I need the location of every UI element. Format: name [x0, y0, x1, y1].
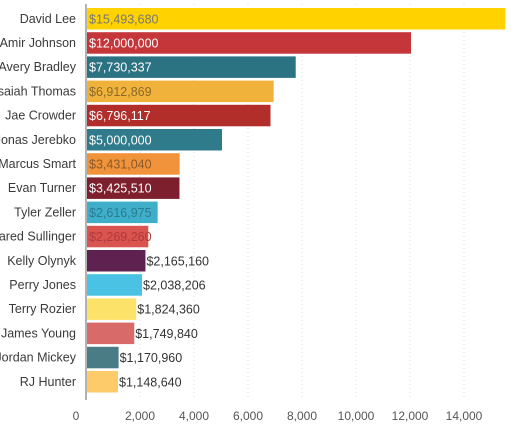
value-label: $12,000,000 [89, 36, 159, 50]
x-tick-label: 6,000 [233, 409, 263, 423]
x-tick-label: 14,000 [446, 409, 483, 423]
bar [87, 56, 296, 78]
bar [87, 274, 143, 296]
value-label: $2,038,206 [143, 278, 206, 292]
value-label: $6,912,869 [89, 85, 152, 99]
bar [87, 250, 146, 272]
bar [87, 129, 222, 151]
value-label: $1,824,360 [137, 303, 200, 317]
value-label: $7,730,337 [89, 61, 152, 75]
bar [87, 371, 119, 393]
category-label: Jae Crowder [5, 109, 76, 123]
value-label: $15,493,680 [89, 12, 159, 26]
category-label: Jonas Jerebko [0, 133, 76, 147]
category-label: Isaiah Thomas [0, 84, 76, 98]
category-label: Jared Sullinger [0, 230, 76, 244]
value-labels: $15,493,680 $12,000,000 $7,730,337 $6,912,8… [89, 12, 209, 389]
x-tick-label: 8,000 [287, 409, 317, 423]
bar [87, 346, 119, 369]
category-label: Amir Johnson [0, 36, 76, 50]
value-label: $3,431,040 [89, 157, 152, 171]
category-label: Tyler Zeller [14, 205, 76, 219]
category-label: RJ Hunter [20, 375, 76, 389]
bar [87, 104, 271, 127]
x-axis-ticks: 0 2,000 4,000 6,000 8,000 10,000 12,000 14,000 [73, 409, 483, 423]
bar [87, 225, 149, 248]
bar [87, 298, 137, 320]
x-tick-label: 12,000 [392, 409, 429, 423]
bar [87, 32, 411, 54]
category-label: Jordan Mickey [0, 351, 77, 365]
category-label: Perry Jones [9, 278, 76, 292]
value-label: $1,170,960 [120, 351, 183, 365]
x-tick-label: 4,000 [179, 409, 209, 423]
bar [87, 177, 180, 199]
value-label: $6,796,117 [89, 109, 151, 123]
category-label: Evan Turner [8, 181, 76, 195]
x-tick-label: 10,000 [338, 409, 375, 423]
value-label: $2,616,975 [89, 206, 152, 220]
x-tick-label: 0 [73, 409, 80, 423]
value-label: $3,425,510 [89, 182, 152, 196]
category-label: Avery Bradley [0, 60, 77, 74]
bar [87, 80, 274, 103]
bar [87, 8, 506, 30]
value-label: $5,000,000 [89, 133, 152, 147]
bar [87, 153, 180, 175]
category-label: David Lee [20, 12, 76, 26]
value-label: $1,749,840 [135, 327, 198, 341]
bars [87, 8, 506, 393]
bar [87, 322, 135, 345]
category-label: Terry Rozier [9, 302, 76, 316]
value-label: $2,165,160 [146, 254, 209, 268]
category-label: James Young [1, 326, 76, 340]
value-label: $1,148,640 [119, 375, 182, 389]
category-label: Kelly Olynyk [7, 254, 77, 268]
category-labels: David Lee Amir Johnson Avery Bradley Isaiah… [0, 12, 77, 389]
bar [87, 201, 158, 224]
category-label: Marcus Smart [0, 157, 77, 171]
value-label: $2,269,260 [89, 230, 152, 244]
x-tick-label: 2,000 [125, 409, 155, 423]
